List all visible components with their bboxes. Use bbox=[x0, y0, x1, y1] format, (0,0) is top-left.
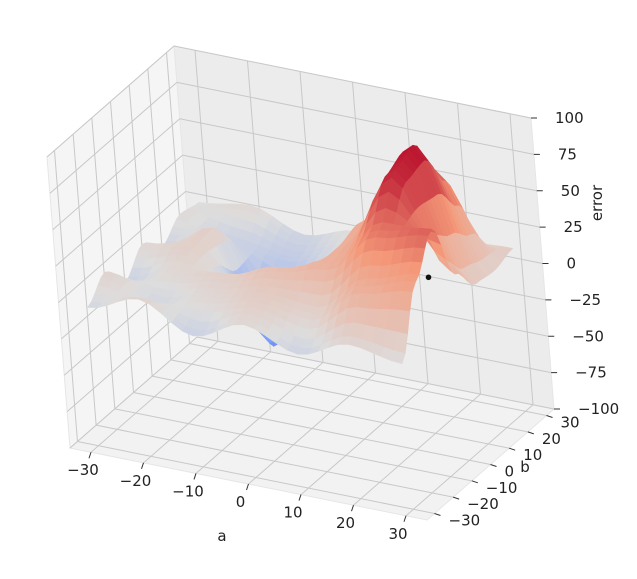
back-gridline bbox=[179, 118, 537, 192]
surface-facet bbox=[394, 331, 408, 355]
z-tick-label: 75 bbox=[558, 145, 577, 163]
y-tick-label: 10 bbox=[523, 446, 542, 464]
x-tick-label: −30 bbox=[67, 461, 99, 479]
error-surface bbox=[86, 144, 514, 365]
x-axis-label: a bbox=[217, 527, 226, 545]
x-tick-mark bbox=[298, 494, 302, 501]
floor-gridline bbox=[133, 392, 491, 465]
x-tick-mark bbox=[193, 473, 197, 480]
y-tick-mark bbox=[452, 496, 460, 500]
y-tick-mark bbox=[471, 480, 478, 484]
x-tick-mark bbox=[88, 452, 92, 459]
floor-gridline bbox=[77, 440, 435, 514]
back-gridline bbox=[182, 154, 540, 228]
z-tick-label: 0 bbox=[567, 255, 577, 273]
y-axis-label: b bbox=[520, 458, 530, 476]
left-gridline bbox=[69, 336, 198, 449]
y-tick-label: −10 bbox=[486, 479, 518, 497]
marker-point bbox=[425, 274, 432, 281]
floor-gridline bbox=[96, 424, 454, 498]
z-tick-label: 25 bbox=[564, 218, 583, 236]
y-tick-mark bbox=[434, 512, 441, 516]
left-gridline bbox=[52, 118, 181, 231]
left-gridline bbox=[55, 154, 183, 267]
x-tick-mark bbox=[141, 462, 144, 469]
surface-facet bbox=[391, 350, 406, 365]
back-gridline bbox=[173, 45, 532, 119]
x-tick-label: 10 bbox=[283, 504, 302, 522]
x-tick-mark bbox=[403, 515, 407, 522]
x-tick-label: −20 bbox=[120, 472, 152, 490]
floor-gridline bbox=[152, 375, 510, 449]
left-gridline bbox=[46, 45, 175, 158]
back-gridline bbox=[176, 81, 534, 155]
axis-ticks: −30−20−100102030−30−20−100102030−100−75−… bbox=[67, 109, 619, 543]
z-tick-label: −75 bbox=[575, 364, 607, 382]
y-tick-label: −20 bbox=[467, 495, 499, 513]
floor-gridline bbox=[170, 359, 528, 433]
surface-facet bbox=[399, 290, 413, 312]
y-tick-label: −30 bbox=[449, 512, 481, 530]
x-tick-mark bbox=[246, 483, 249, 491]
z-tick-label: −25 bbox=[569, 291, 601, 309]
x-tick-label: −10 bbox=[172, 482, 204, 500]
z-tick-label: −50 bbox=[572, 327, 604, 345]
y-tick-mark bbox=[490, 464, 497, 467]
z-tick-label: −100 bbox=[578, 400, 619, 418]
x-tick-label: 0 bbox=[236, 493, 246, 511]
floor-gridline bbox=[189, 343, 547, 417]
y-tick-label: 30 bbox=[561, 414, 580, 432]
y-tick-mark bbox=[527, 431, 535, 435]
z-axis-label: error bbox=[588, 184, 606, 221]
y-tick-mark bbox=[509, 447, 516, 451]
surface-facet bbox=[396, 309, 411, 335]
back-gridline bbox=[196, 336, 555, 410]
left-gridline bbox=[58, 191, 186, 303]
x-tick-label: 20 bbox=[336, 514, 355, 532]
floor-gridline bbox=[114, 408, 472, 482]
y-tick-mark bbox=[546, 415, 553, 419]
y-tick-label: 20 bbox=[542, 430, 561, 448]
y-tick-label: 0 bbox=[505, 463, 515, 481]
x-tick-label: 30 bbox=[388, 525, 407, 543]
z-tick-label: 50 bbox=[561, 182, 580, 200]
x-tick-mark bbox=[351, 505, 354, 512]
left-gridline bbox=[49, 81, 178, 194]
z-tick-label: 100 bbox=[555, 109, 584, 127]
